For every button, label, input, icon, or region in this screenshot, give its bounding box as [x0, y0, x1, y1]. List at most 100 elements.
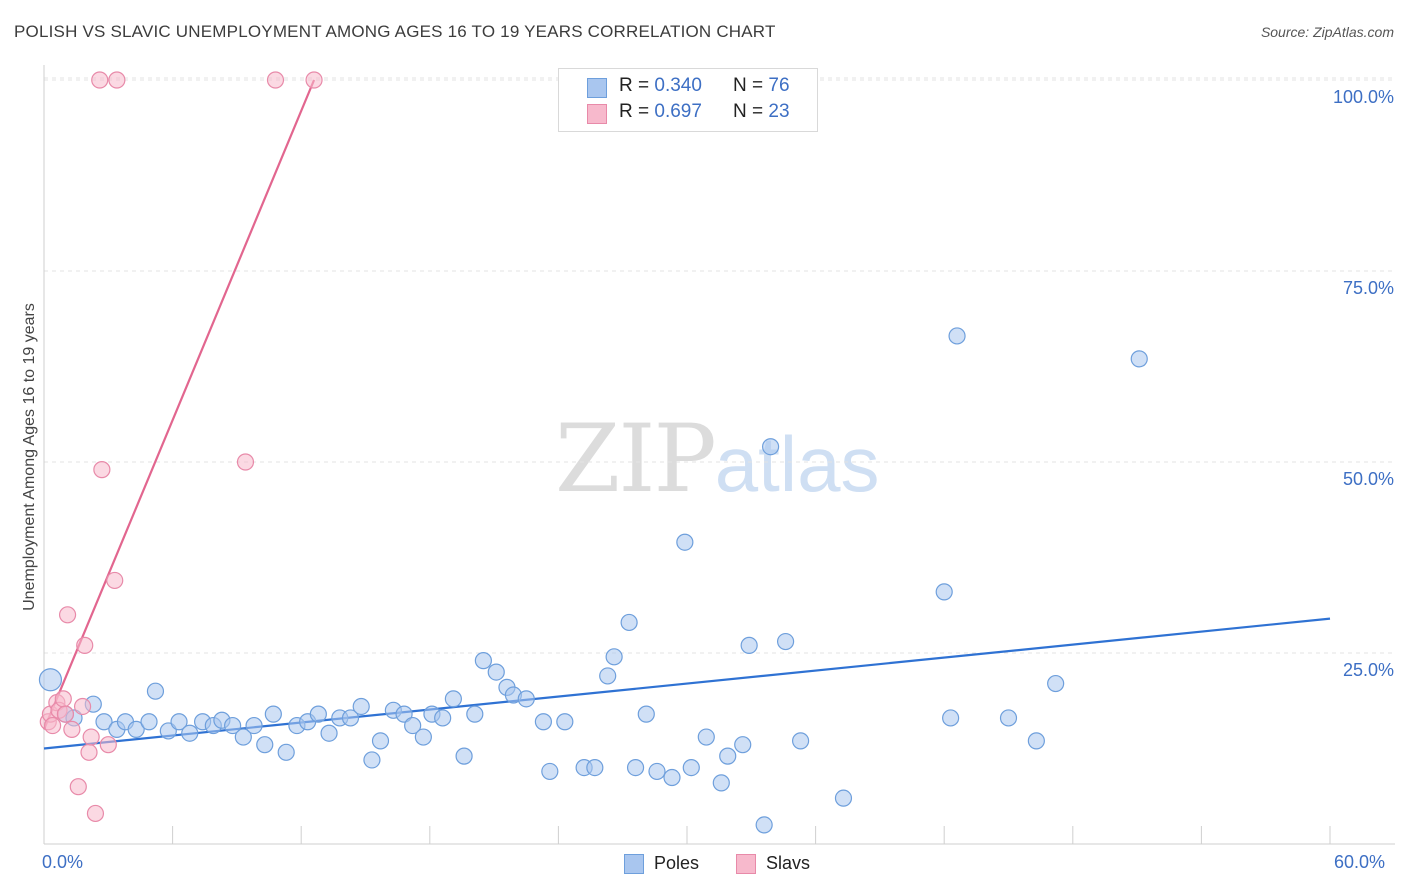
point-slavs: [305, 71, 323, 89]
point-poles: [256, 736, 274, 754]
points-layer: [38, 71, 1148, 834]
legend-n-label-poles: N =: [733, 75, 764, 96]
point-poles: [761, 438, 780, 456]
point-slavs: [266, 71, 285, 89]
point-poles: [487, 663, 505, 681]
point-slavs: [63, 720, 81, 739]
point-poles: [140, 713, 158, 731]
legend-n-value-poles: 76: [768, 75, 790, 96]
point-poles: [1047, 674, 1065, 693]
point-poles: [38, 668, 63, 692]
point-poles: [682, 758, 700, 777]
watermark: ZIPatlas: [555, 405, 879, 514]
point-poles: [626, 758, 645, 777]
y-tick-label-25: 25.0%: [1342, 660, 1394, 680]
point-poles: [586, 758, 604, 777]
point-poles: [556, 713, 574, 731]
point-poles: [620, 613, 638, 632]
point-slavs: [93, 461, 111, 479]
point-poles: [277, 743, 295, 761]
legend-r-value-poles: 0.340: [654, 75, 702, 96]
legend-r-label-slavs: R =: [619, 101, 650, 122]
source-label: Source: ZipAtlas.com: [1260, 24, 1394, 40]
point-poles: [181, 724, 199, 742]
point-poles: [734, 736, 752, 754]
legend-n-poles: N = 76: [733, 75, 790, 97]
correlation-legend: R = 0.340 N = 76 R = 0.697 N = 23: [558, 68, 818, 132]
watermark-zip: ZIP: [555, 405, 717, 514]
legend-swatch-slavs: [587, 104, 607, 124]
point-poles: [637, 705, 655, 723]
x-tick-min: 0.0%: [42, 852, 84, 872]
grid-layer: [44, 77, 1395, 654]
x-tick-max: 60.0%: [1334, 852, 1386, 872]
point-slavs: [76, 636, 94, 654]
point-slavs: [99, 736, 117, 754]
point-slavs: [73, 697, 92, 716]
point-slavs: [43, 716, 62, 735]
point-slavs: [106, 571, 124, 590]
point-poles: [663, 768, 681, 787]
point-poles: [791, 732, 810, 750]
bottom-legend-label-poles: Poles: [654, 853, 700, 873]
point-slavs: [86, 804, 105, 823]
point-poles: [935, 583, 953, 601]
point-poles: [395, 705, 413, 723]
point-slavs: [80, 743, 98, 761]
point-poles: [245, 716, 263, 735]
point-poles: [712, 774, 730, 792]
point-poles: [541, 762, 559, 781]
chart-title: POLISH VS SLAVIC UNEMPLOYMENT AMONG AGES…: [14, 22, 776, 41]
bottom-legend-swatch-slavs: [736, 854, 756, 874]
point-poles: [474, 652, 492, 670]
point-slavs: [56, 705, 75, 723]
legend-n-value-slavs: 23: [768, 101, 790, 122]
point-slavs: [91, 71, 109, 89]
y-tick-label-100: 100.0%: [1332, 87, 1394, 107]
point-poles: [605, 648, 623, 666]
point-poles: [234, 728, 252, 746]
point-poles: [95, 713, 113, 731]
point-poles: [455, 747, 473, 765]
point-poles: [170, 713, 188, 731]
point-poles: [341, 709, 360, 727]
legend-swatch-poles: [587, 78, 607, 98]
bottom-legend-swatch-poles: [624, 854, 644, 874]
point-poles: [942, 709, 960, 727]
point-poles: [740, 636, 758, 654]
point-poles: [352, 697, 370, 716]
point-poles: [1130, 350, 1148, 368]
point-poles: [1027, 732, 1045, 750]
point-poles: [264, 705, 282, 723]
y-tick-label-50: 50.0%: [1342, 469, 1394, 489]
legend-r-value-slavs: 0.697: [654, 101, 702, 122]
legend-r-poles: R = 0.340: [619, 75, 702, 97]
point-poles: [599, 667, 617, 685]
y-axis-title: Unemployment Among Ages 16 to 19 years: [21, 303, 38, 611]
point-poles: [309, 705, 327, 723]
point-poles: [517, 690, 535, 708]
point-slavs: [82, 728, 100, 746]
point-poles: [534, 713, 552, 731]
point-poles: [755, 816, 773, 834]
point-poles: [414, 728, 432, 746]
y-tick-label-75: 75.0%: [1342, 278, 1394, 298]
trend-layer: [42, 79, 1331, 750]
point-slavs: [236, 453, 255, 471]
point-poles: [363, 751, 381, 769]
trend-line-slavs: [42, 79, 316, 730]
point-poles: [404, 716, 422, 735]
point-poles: [999, 709, 1018, 727]
watermark-atlas: atlas: [714, 420, 880, 508]
point-poles: [371, 732, 390, 750]
point-poles: [320, 724, 338, 742]
point-poles: [434, 709, 452, 727]
point-slavs: [69, 778, 87, 796]
point-slavs: [58, 606, 77, 624]
point-slavs: [54, 690, 72, 708]
point-poles: [776, 632, 795, 651]
point-poles: [127, 720, 145, 739]
point-slavs: [108, 71, 126, 89]
point-poles: [676, 533, 694, 551]
